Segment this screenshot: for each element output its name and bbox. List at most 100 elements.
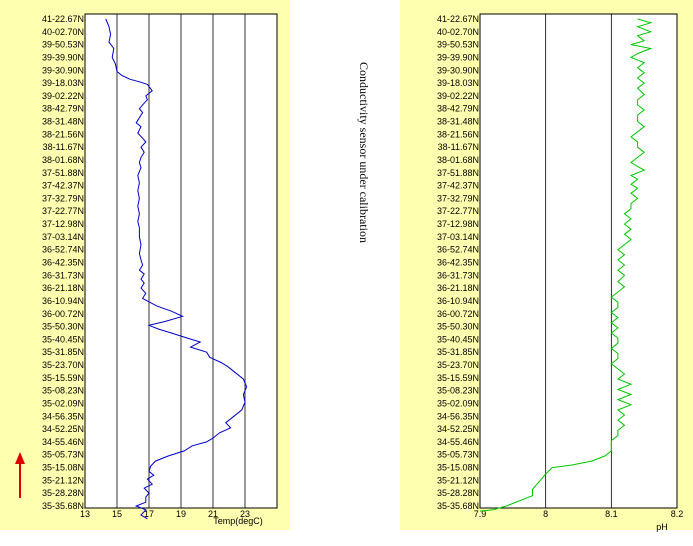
temperature-y-tick-label: 35-15.59N <box>42 373 84 383</box>
temperature-y-tick-label: 37-42.37N <box>42 181 84 191</box>
temperature-y-tick-label: 36-21.18N <box>42 283 84 293</box>
ph-y-tick-label: 36-52.74N <box>437 245 479 255</box>
temperature-y-tick-label: 34-55.46N <box>42 437 84 447</box>
ph-plot-area <box>479 13 678 509</box>
ph-y-tick-label: 35-15.08N <box>437 463 479 473</box>
temperature-y-tick-label: 37-03.14N <box>42 232 84 242</box>
temperature-y-tick-label: 35-05.73N <box>42 450 84 460</box>
ph-x-tick-label: 7.9 <box>474 509 487 519</box>
ph-y-tick-label: 37-03.14N <box>437 232 479 242</box>
ph-y-tick-label: 41-22.67N <box>437 14 479 24</box>
temperature-y-tick-label: 35-40.45N <box>42 334 84 344</box>
ph-y-tick-label: 35-28.28N <box>437 488 479 498</box>
ph-y-tick-label: 35-05.73N <box>437 450 479 460</box>
temperature-y-tick-label: 35-50.30N <box>42 322 84 332</box>
ph-y-tick-label: 35-21.12N <box>437 475 479 485</box>
ph-y-tick-label: 39-18.03N <box>437 78 479 88</box>
temperature-y-tick-label: 39-50.53N <box>42 40 84 50</box>
ph-y-tick-label: 35-08.23N <box>437 386 479 396</box>
temperature-y-tick-label: 38-31.48N <box>42 117 84 127</box>
calibration-note: Conductivity sensor under calibration <box>357 62 371 243</box>
temperature-y-tick-label: 35-35.68N <box>42 501 84 511</box>
temperature-x-tick-labels: 13 15 17 19 21 23 <box>80 509 250 519</box>
temperature-y-tick-labels: 41-22.67N 40-02.70N 39-50.53N 39-39.90N 39-3… <box>42 14 84 511</box>
ph-y-tick-label: 34-52.25N <box>437 424 479 434</box>
temperature-y-tick-label: 35-23.70N <box>42 360 84 370</box>
ph-x-tick-label: 8.1 <box>605 509 618 519</box>
ph-y-tick-label: 38-21.56N <box>437 129 479 139</box>
temperature-y-tick-label: 36-10.94N <box>42 296 84 306</box>
ph-y-tick-label: 38-31.48N <box>437 117 479 127</box>
ph-x-tick-labels: 7.9 8 8.1 8.2 <box>474 509 684 519</box>
ph-y-tick-label: 39-02.22N <box>437 91 479 101</box>
ph-x-tick-label: 8.2 <box>671 509 684 519</box>
ph-y-tick-label: 35-35.68N <box>437 501 479 511</box>
temperature-y-tick-label: 36-52.74N <box>42 245 84 255</box>
ph-y-tick-label: 37-32.79N <box>437 193 479 203</box>
temperature-x-tick-label: 15 <box>112 509 122 519</box>
ph-y-tick-label: 35-40.45N <box>437 334 479 344</box>
ph-y-tick-label: 35-31.85N <box>437 347 479 357</box>
direction-arrow-head <box>15 452 25 464</box>
temperature-gridlines <box>116 14 246 508</box>
temperature-y-tick-label: 38-01.68N <box>42 155 84 165</box>
temperature-series-line <box>105 18 248 520</box>
temperature-x-axis-label: Temp(degC) <box>213 516 263 526</box>
temperature-y-tick-label: 34-56.35N <box>42 411 84 421</box>
temperature-y-tick-label: 38-21.56N <box>42 129 84 139</box>
ph-y-tick-label: 39-39.90N <box>437 52 479 62</box>
temperature-y-tick-label: 38-11.67N <box>43 142 84 152</box>
ph-y-tick-label: 35-23.70N <box>437 360 479 370</box>
ph-y-tick-label: 39-30.90N <box>437 65 479 75</box>
temperature-x-tick-label: 23 <box>240 509 250 519</box>
temperature-y-tick-label: 35-08.23N <box>42 386 84 396</box>
temperature-y-tick-label: 39-39.90N <box>42 52 84 62</box>
temperature-y-tick-label: 37-12.98N <box>42 219 84 229</box>
ph-y-tick-label: 40-02.70N <box>437 27 479 37</box>
ph-y-tick-label: 37-22.77N <box>437 206 479 216</box>
ph-y-tick-label: 35-50.30N <box>437 322 479 332</box>
temperature-y-tick-label: 36-31.73N <box>42 270 84 280</box>
temperature-y-tick-label: 39-18.03N <box>42 78 84 88</box>
temperature-y-tick-label: 41-22.67N <box>42 14 84 24</box>
temperature-x-tick-label: 17 <box>144 509 154 519</box>
temperature-y-tick-label: 40-02.70N <box>42 27 84 37</box>
temperature-y-tick-label: 37-51.88N <box>42 168 84 178</box>
ph-y-tick-label: 37-42.37N <box>437 181 479 191</box>
ph-y-tick-label: 36-21.18N <box>437 283 479 293</box>
ph-y-tick-label: 39-50.53N <box>437 40 479 50</box>
temperature-y-tick-label: 39-02.22N <box>42 91 84 101</box>
ph-y-tick-label: 36-10.94N <box>437 296 479 306</box>
ph-y-tick-label: 38-01.68N <box>437 155 479 165</box>
temperature-y-tick-label: 37-22.77N <box>42 206 84 216</box>
temperature-y-tick-label: 37-32.79N <box>42 193 84 203</box>
ph-y-tick-label: 37-51.88N <box>437 168 479 178</box>
ph-y-tick-label: 36-00.72N <box>437 309 479 319</box>
ph-y-tick-label: 38-42.79N <box>437 104 479 114</box>
temperature-panel: 41-22.67N 40-02.70N 39-50.53N 39-39.90N 39-3… <box>0 0 290 530</box>
temperature-x-tick-label: 21 <box>208 509 218 519</box>
ph-x-tick-label: 8 <box>543 509 548 519</box>
ph-y-tick-label: 35-02.09N <box>437 398 479 408</box>
temperature-x-tick-label: 13 <box>80 509 90 519</box>
ph-x-axis-label: pH <box>656 522 668 532</box>
ph-panel: 41-22.67N 40-02.70N 39-50.53N 39-39.90N 39-3… <box>400 0 693 532</box>
ph-y-tick-label: 36-31.73N <box>437 270 479 280</box>
ph-y-tick-label: 38-11.67N <box>438 142 479 152</box>
direction-arrow <box>15 452 25 498</box>
ph-gridlines <box>545 14 612 508</box>
ph-y-tick-label: 36-42.35N <box>437 258 479 268</box>
temperature-y-tick-label: 35-02.09N <box>42 398 84 408</box>
ph-y-tick-label: 34-55.46N <box>437 437 479 447</box>
temperature-y-tick-label: 35-15.08N <box>42 463 84 473</box>
ph-y-tick-label: 37-12.98N <box>437 219 479 229</box>
ph-y-tick-label: 34-56.35N <box>437 411 479 421</box>
temperature-y-tick-label: 36-42.35N <box>42 258 84 268</box>
temperature-y-tick-label: 38-42.79N <box>42 104 84 114</box>
temperature-x-tick-label: 19 <box>176 509 186 519</box>
ph-series-line <box>479 18 653 512</box>
temperature-y-tick-label: 35-31.85N <box>42 347 84 357</box>
temperature-y-tick-label: 34-52.25N <box>42 424 84 434</box>
temperature-y-tick-label: 35-28.28N <box>42 488 84 498</box>
